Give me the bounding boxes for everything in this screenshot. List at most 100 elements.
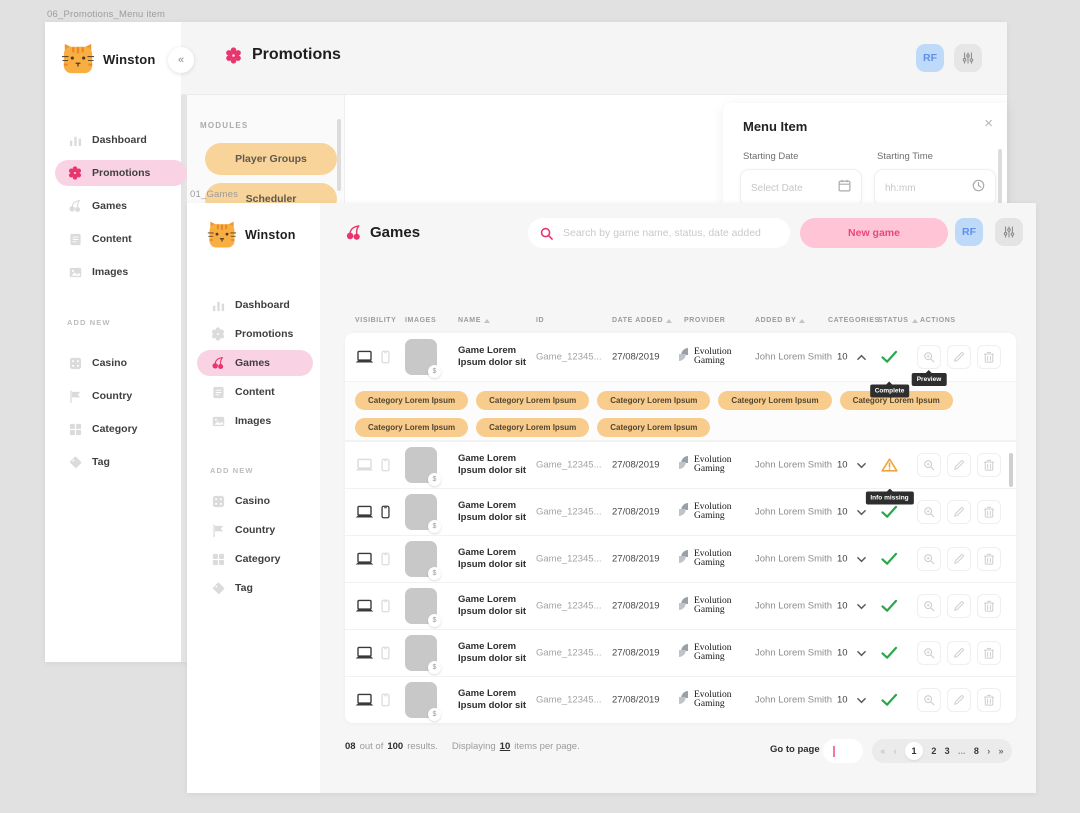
phone-icon[interactable] — [381, 599, 390, 613]
column-header-visibility[interactable]: VISIBILITY — [355, 317, 396, 324]
column-header-name[interactable]: NAME — [458, 317, 491, 324]
sidebar-item-games[interactable]: Games — [197, 350, 313, 376]
laptop-icon[interactable] — [355, 693, 374, 707]
delete-button[interactable] — [977, 500, 1001, 524]
sidebar-item-promotions[interactable]: Promotions — [55, 160, 187, 186]
page-button-3[interactable]: 3 — [944, 746, 950, 756]
user-avatar[interactable]: RF — [955, 218, 983, 246]
chevron-down-icon[interactable] — [856, 509, 866, 515]
page-button-8[interactable]: 8 — [973, 746, 979, 756]
sidebar-item-images[interactable]: Images — [55, 259, 187, 285]
preview-button[interactable] — [917, 547, 941, 571]
sidebar-item-promotions[interactable]: Promotions — [197, 321, 313, 347]
category-pill[interactable]: Category Lorem Ipsum — [597, 418, 711, 437]
delete-button[interactable] — [977, 688, 1001, 712]
laptop-icon[interactable] — [355, 505, 374, 519]
chevron-down-icon[interactable] — [856, 556, 866, 562]
items-per-page[interactable]: 10 — [499, 741, 511, 752]
preview-button[interactable] — [917, 594, 941, 618]
sidebar-item-casino[interactable]: Casino — [55, 350, 187, 376]
column-header-images[interactable]: IMAGES — [405, 317, 436, 324]
delete-button[interactable] — [977, 453, 1001, 477]
table-scrollbar[interactable] — [1009, 453, 1013, 487]
new-game-button[interactable]: New game — [800, 218, 948, 248]
column-header-actions[interactable]: ACTIONS — [920, 317, 956, 324]
sidebar-collapse-button[interactable]: « — [168, 47, 194, 73]
preview-button[interactable] — [917, 500, 941, 524]
field-input[interactable]: Select Date — [740, 169, 862, 207]
phone-icon[interactable] — [381, 505, 390, 519]
table-row[interactable]: $ Game Lorem Ipsum dolor sit Game_12345... 2… — [345, 676, 1016, 723]
sidebar-item-country[interactable]: Country — [55, 383, 187, 409]
edit-button[interactable] — [947, 688, 971, 712]
chevron-up-icon[interactable] — [856, 354, 866, 360]
table-row[interactable]: $ Game Lorem Ipsum dolor sit Game_12345... 2… — [345, 333, 1016, 398]
page-button-‹[interactable]: ‹ — [893, 746, 897, 756]
page-button-2[interactable]: 2 — [931, 746, 937, 756]
phone-icon[interactable] — [381, 458, 390, 472]
category-pill[interactable]: Category Lorem Ipsum — [718, 391, 832, 410]
phone-icon[interactable] — [381, 350, 390, 364]
close-icon[interactable]: × — [984, 115, 993, 132]
laptop-icon[interactable] — [355, 458, 374, 472]
laptop-icon[interactable] — [355, 599, 374, 613]
edit-button[interactable] — [947, 345, 971, 369]
laptop-icon[interactable] — [355, 646, 374, 660]
table-row[interactable]: $ Game Lorem Ipsum dolor sit Game_12345... 2… — [345, 441, 1016, 505]
table-row[interactable]: $ Game Lorem Ipsum dolor sit Game_12345... 2… — [345, 629, 1016, 676]
preview-button[interactable] — [917, 641, 941, 665]
page-button-«[interactable]: « — [880, 746, 886, 756]
column-header-categories[interactable]: CATEGORIES — [828, 317, 880, 324]
sidebar-item-casino[interactable]: Casino — [197, 488, 313, 514]
category-pill[interactable]: Category Lorem Ipsum — [597, 391, 711, 410]
column-header-added-by[interactable]: ADDED BY — [755, 317, 806, 324]
sidebar-item-country[interactable]: Country — [197, 517, 313, 543]
filter-button[interactable] — [954, 44, 982, 72]
chevron-down-icon[interactable] — [856, 603, 866, 609]
edit-button[interactable] — [947, 500, 971, 524]
table-row[interactable]: $ Game Lorem Ipsum dolor sit Game_12345... 2… — [345, 488, 1016, 535]
goto-page-input[interactable] — [823, 739, 863, 763]
column-header-provider[interactable]: PROVIDER — [684, 317, 725, 324]
sidebar-item-games[interactable]: Games — [55, 193, 187, 219]
chevron-down-icon[interactable] — [856, 462, 866, 468]
sidebar-item-images[interactable]: Images — [197, 408, 313, 434]
table-row[interactable]: $ Game Lorem Ipsum dolor sit Game_12345... 2… — [345, 582, 1016, 629]
phone-icon[interactable] — [381, 646, 390, 660]
laptop-icon[interactable] — [355, 350, 374, 364]
sidebar-item-tag[interactable]: Tag — [197, 575, 313, 601]
chevron-down-icon[interactable] — [856, 650, 866, 656]
search-input[interactable] — [561, 226, 778, 240]
laptop-icon[interactable] — [355, 552, 374, 566]
category-pill[interactable]: Category Lorem Ipsum — [839, 391, 953, 410]
edit-button[interactable] — [947, 547, 971, 571]
sidebar-item-dashboard[interactable]: Dashboard — [197, 292, 313, 318]
sidebar-item-tag[interactable]: Tag — [55, 449, 187, 475]
category-pill[interactable]: Category Lorem Ipsum — [355, 418, 469, 437]
module-button-player-groups[interactable]: Player Groups — [205, 143, 337, 175]
sidebar-item-dashboard[interactable]: Dashboard — [55, 127, 187, 153]
page-button-current[interactable]: 1 — [905, 742, 923, 760]
column-header-date-added[interactable]: DATE ADDED — [612, 317, 673, 324]
table-row[interactable]: $ Game Lorem Ipsum dolor sit Game_12345... 2… — [345, 535, 1016, 582]
modules-scrollbar[interactable] — [337, 119, 341, 191]
category-pill[interactable]: Category Lorem Ipsum — [476, 391, 590, 410]
phone-icon[interactable] — [381, 552, 390, 566]
edit-button[interactable] — [947, 594, 971, 618]
delete-button[interactable] — [977, 345, 1001, 369]
preview-button[interactable]: Preview — [911, 345, 947, 386]
category-pill[interactable]: Category Lorem Ipsum — [476, 418, 590, 437]
sidebar-item-content[interactable]: Content — [197, 379, 313, 405]
category-pill[interactable]: Category Lorem Ipsum — [355, 391, 469, 410]
phone-icon[interactable] — [381, 693, 390, 707]
search-bar[interactable] — [528, 218, 790, 248]
sidebar-item-category[interactable]: Category — [197, 546, 313, 572]
delete-button[interactable] — [977, 547, 1001, 571]
chevron-down-icon[interactable] — [856, 697, 866, 703]
sidebar-item-content[interactable]: Content — [55, 226, 187, 252]
panel-scrollbar[interactable] — [998, 149, 1002, 207]
filter-button[interactable] — [995, 218, 1023, 246]
edit-button[interactable] — [947, 641, 971, 665]
preview-button[interactable] — [917, 453, 941, 477]
delete-button[interactable] — [977, 641, 1001, 665]
